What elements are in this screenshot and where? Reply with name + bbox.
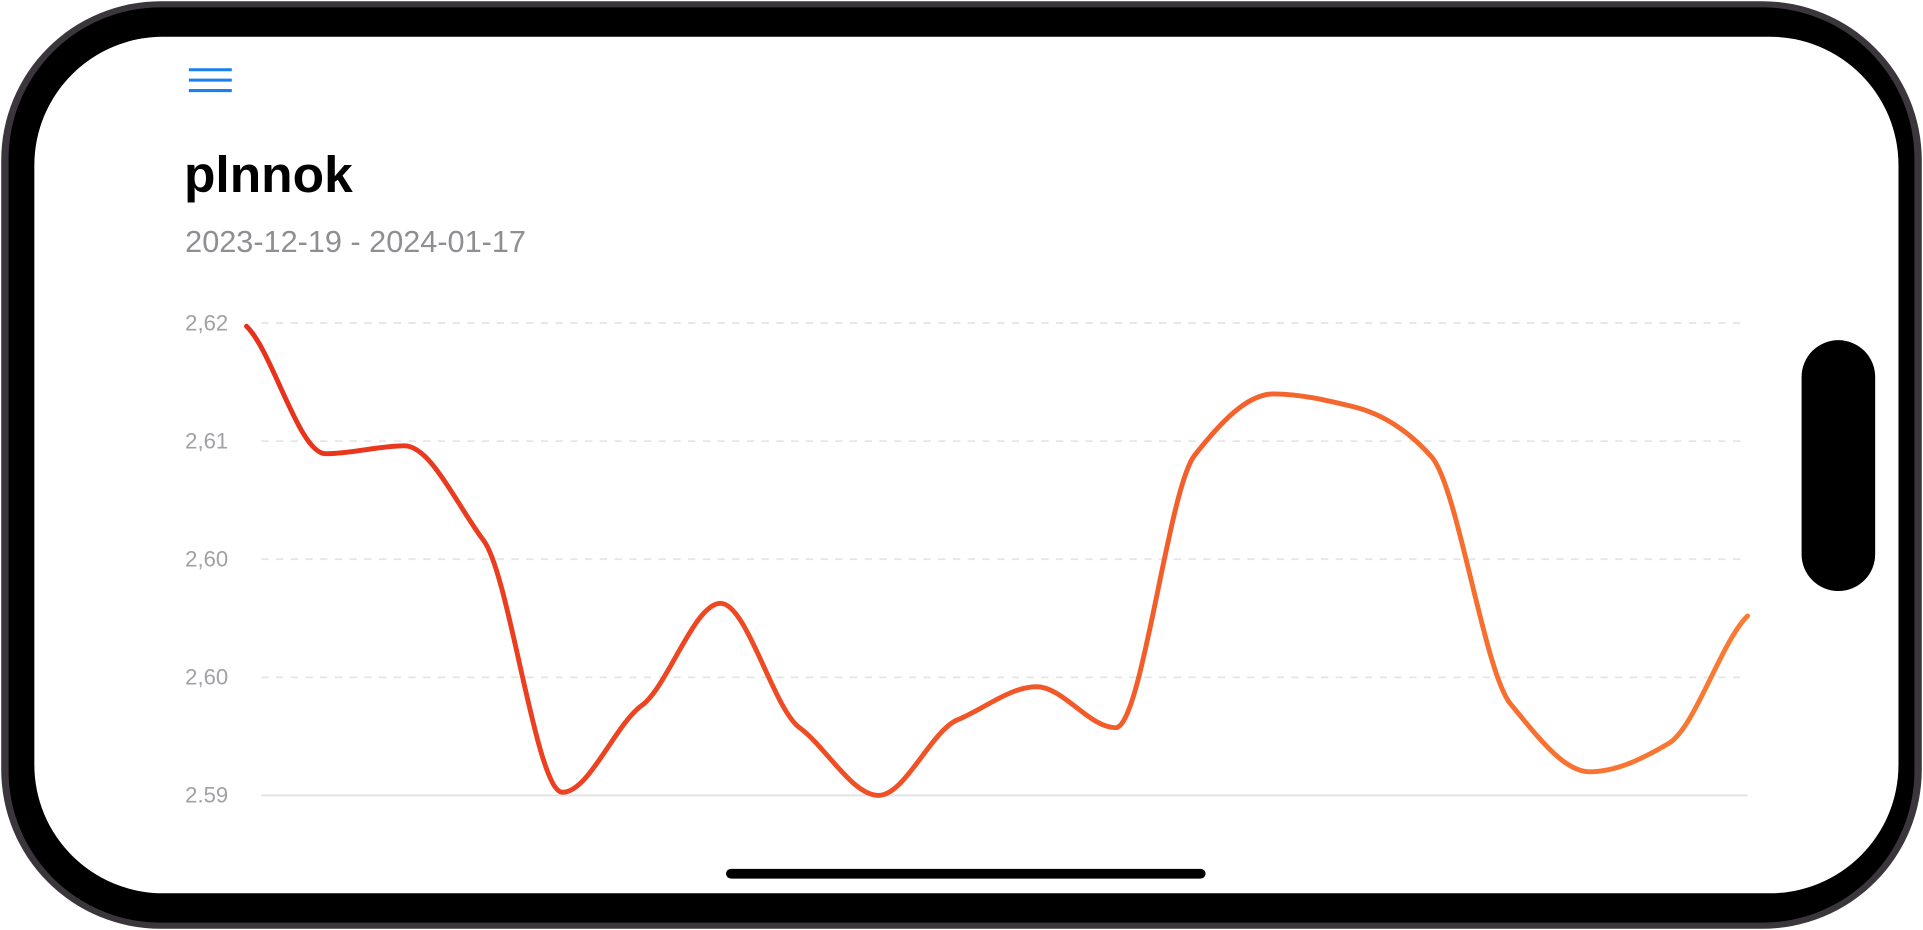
subtitle: 2023-12-19 - 2024-01-17 [185,225,526,259]
chart: 2,62 2,61 2,60 2,60 2.59 [185,310,1751,808]
menu-button[interactable] [188,68,232,93]
title: plnnok [184,145,353,203]
price-line [244,323,1751,798]
dynamic-island [1801,340,1876,592]
y-tick-label: 2.59 [185,783,228,808]
y-tick-label: 2,61 [185,429,228,454]
y-tick-label: 2,60 [185,665,228,690]
y-tick-label: 2,60 [185,547,228,572]
screen [34,36,1899,894]
home-indicator [726,868,1206,879]
y-tick-label: 2,62 [185,310,228,335]
